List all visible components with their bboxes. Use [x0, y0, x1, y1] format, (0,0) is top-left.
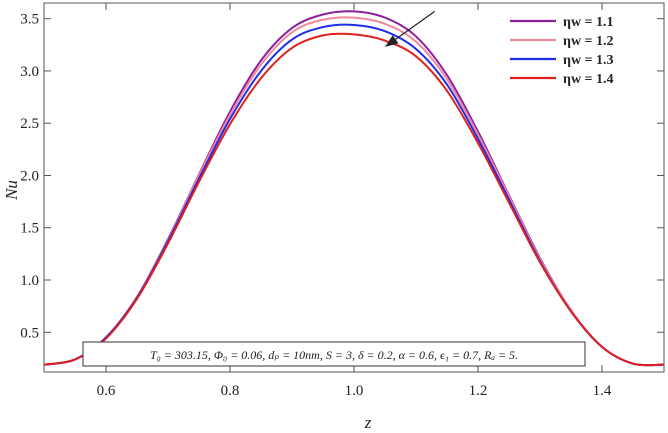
y-tick-label: 3.5 [20, 12, 39, 28]
x-tick-label: 0.8 [221, 383, 240, 399]
series-line-4 [43, 32, 665, 367]
annotation-text: T₀ = 303.15, Φ₀ = 0.06, dₚ = 10nm, S = 3… [150, 348, 518, 362]
x-axis-label: z [364, 413, 372, 432]
x-tick-label: 1.0 [345, 383, 364, 399]
y-tick-label: 3.0 [20, 64, 39, 80]
x-tick-label: 1.4 [593, 383, 612, 399]
arrow-shaft [395, 10, 435, 40]
annotation-box [82, 341, 586, 367]
y-tick-label: 1.0 [20, 273, 39, 289]
y-tick-label: 0.5 [20, 325, 39, 341]
series-lines [43, 10, 665, 367]
axis-ticks: 0.6 0.8 1.0 1.2 1.4 0.5 1.0 1.5 2.0 2.5 3.0 3.5 [20, 3, 664, 399]
legend-label-2: ηw = 1.2 [563, 34, 614, 49]
parameter-annotation: T₀ = 303.15, Φ₀ = 0.06, dₚ = 10nm, S = 3… [82, 341, 586, 367]
trend-arrow [385, 10, 435, 47]
y-tick-label: 2.5 [20, 116, 39, 132]
y-tick-label: 1.5 [20, 221, 39, 237]
legend-label-4: ηw = 1.4 [563, 72, 614, 87]
legend: ηw = 1.1 ηw = 1.2 ηw = 1.3 ηw = 1.4 [510, 15, 614, 87]
x-tick-label: 0.6 [97, 383, 116, 399]
y-tick-label: 2.0 [20, 168, 39, 184]
y-axis-label: Nu [2, 180, 21, 201]
arrow-head [385, 35, 399, 47]
legend-label-1: ηw = 1.1 [563, 15, 614, 30]
legend-label-3: ηw = 1.3 [563, 53, 614, 68]
x-tick-label: 1.2 [469, 383, 488, 399]
